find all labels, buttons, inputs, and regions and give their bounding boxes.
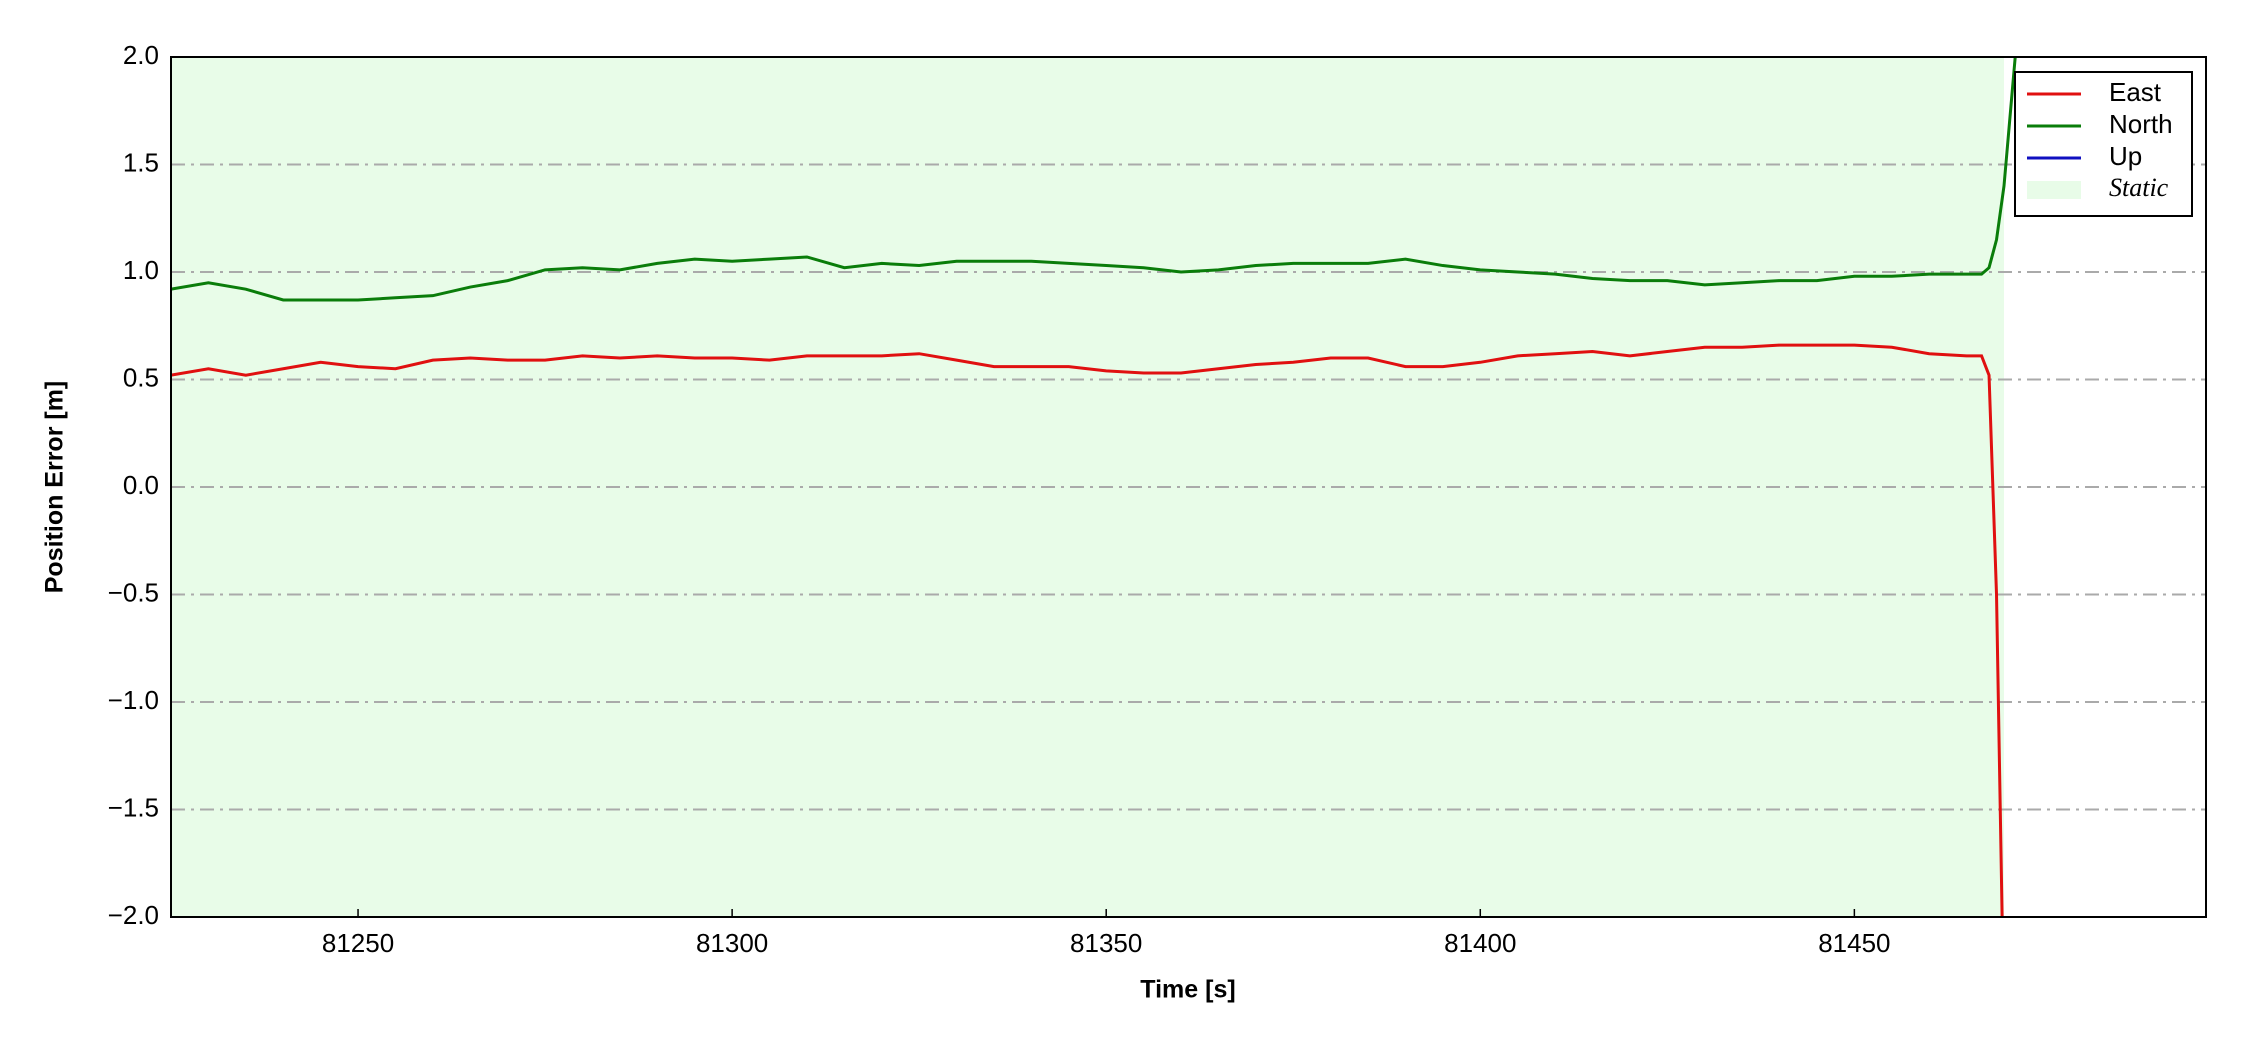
legend-swatch: [2027, 181, 2081, 199]
x-tick-label: 81400: [1444, 928, 1516, 958]
y-tick-label: 0.5: [123, 362, 159, 392]
y-tick-label: 2.0: [123, 40, 159, 70]
y-axis-label: Position Error [m]: [41, 381, 69, 594]
static-region: [171, 57, 2004, 917]
legend-label: Static: [2109, 173, 2169, 202]
x-tick-label: 81450: [1818, 928, 1890, 958]
y-tick-label: −0.5: [108, 577, 159, 607]
y-tick-label: −2.0: [108, 900, 159, 930]
series-line: [171, 57, 2017, 302]
legend-label: Up: [2109, 141, 2142, 171]
y-tick-label: −1.0: [108, 685, 159, 715]
legend-label: North: [2109, 109, 2173, 139]
y-tick-label: 1.5: [123, 147, 159, 177]
x-tick-label: 81300: [696, 928, 768, 958]
plot-frame: [170, 56, 2207, 918]
y-tick-label: 0.0: [123, 470, 159, 500]
x-axis-label: Time [s]: [1140, 976, 1235, 1004]
x-tick-label: 81250: [322, 928, 394, 958]
plot-area: [171, 57, 2017, 917]
series-line: [171, 343, 2004, 917]
y-tick-label: 1.0: [123, 255, 159, 285]
y-tick-label: −1.5: [108, 792, 159, 822]
x-tick-label: 81350: [1070, 928, 1142, 958]
legend-label: East: [2109, 77, 2162, 107]
